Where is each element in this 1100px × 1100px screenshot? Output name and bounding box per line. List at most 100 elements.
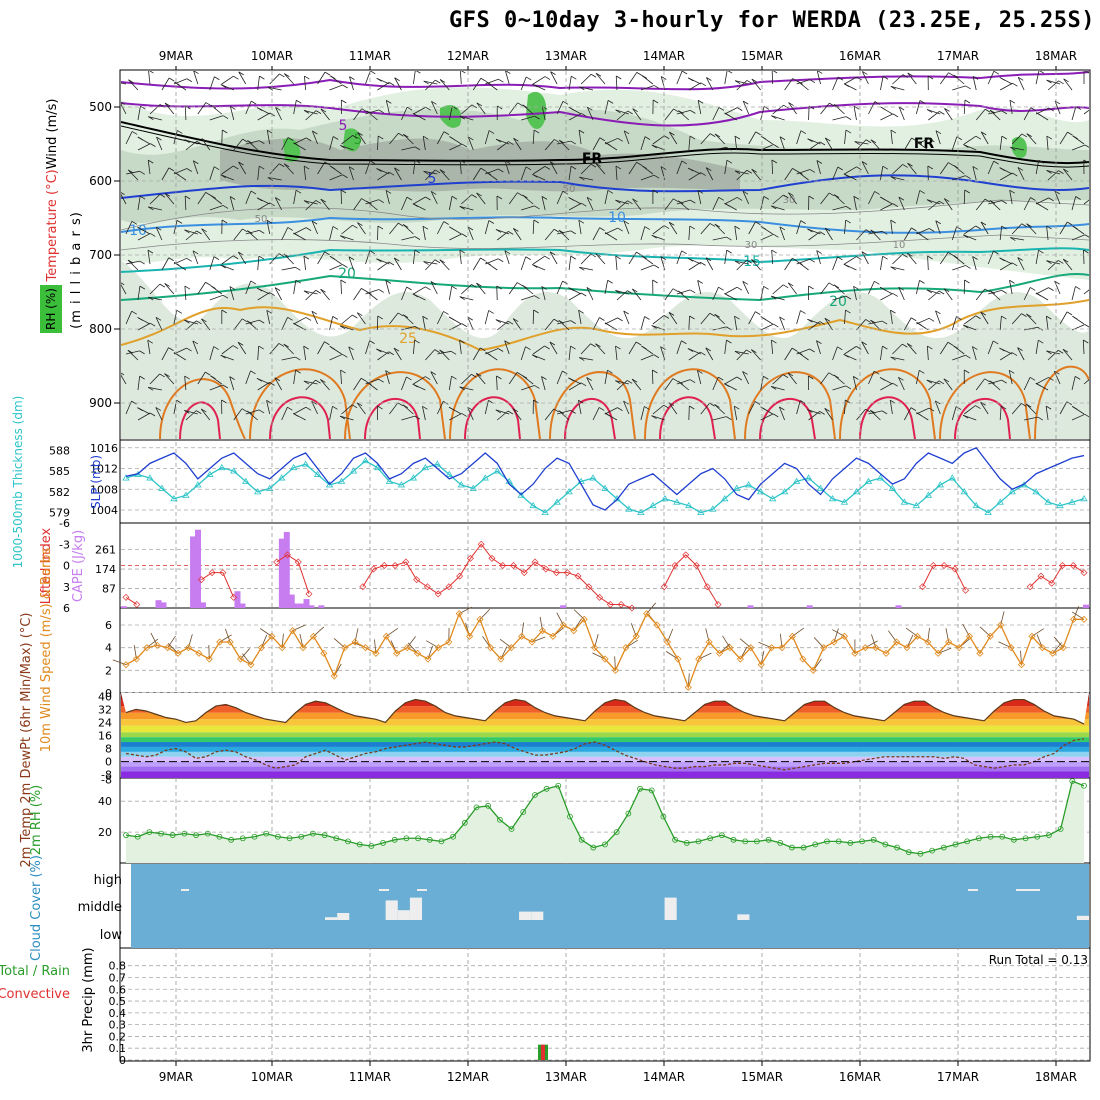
wind-barb	[1054, 100, 1061, 115]
wind-barb	[317, 251, 325, 265]
cape-bar	[239, 603, 246, 608]
wind-barb	[712, 197, 720, 211]
wind-barb	[1082, 339, 1085, 355]
wind-barb-flag	[184, 410, 190, 414]
wind-barb-flag	[295, 369, 301, 374]
lifted-point	[230, 593, 238, 601]
wind-barb	[504, 160, 510, 175]
thickness-series-point	[1008, 488, 1016, 495]
wind-barb-flag	[498, 168, 504, 173]
wind-barb	[760, 233, 774, 241]
wind-barb-flag	[734, 170, 741, 175]
wind-barb	[623, 310, 630, 325]
wind-barb-flag	[431, 100, 437, 105]
wind-barb-flag	[533, 309, 539, 314]
wind-barb	[201, 228, 211, 241]
rh-fill	[126, 781, 1084, 863]
wind-barb	[880, 346, 883, 361]
wind-barb-flag	[754, 401, 761, 405]
wind-barb	[121, 82, 127, 85]
wind-barb-flag	[562, 190, 569, 195]
lifted-point	[1048, 579, 1056, 587]
wind-barb-flag	[635, 341, 642, 346]
wind-barb-flag	[304, 75, 310, 80]
rh-series-point	[485, 802, 492, 809]
wind-barb-flag	[414, 415, 421, 420]
temp-band	[121, 761, 1089, 767]
wind-barb	[604, 227, 618, 235]
wind-barb-flag	[495, 409, 502, 414]
wind-barb-flag	[259, 230, 265, 234]
contour-purple-top	[121, 71, 1089, 91]
wind-barb-flag	[200, 408, 207, 413]
wind-barb-flag	[953, 74, 959, 79]
lifted-tick: 0	[63, 560, 70, 573]
wind-barb	[861, 161, 869, 175]
wind-barb	[137, 233, 151, 241]
thickness-series-point	[936, 481, 945, 488]
wind-speed-series-point	[476, 615, 484, 623]
wind-barb-flag	[340, 279, 347, 284]
wind-barb	[439, 349, 450, 361]
wind-barb	[592, 137, 601, 151]
wind-barb-flag	[632, 198, 638, 203]
wind-speed-series-point	[236, 655, 245, 663]
wind-barb-flag	[935, 220, 941, 225]
wind-barb-flag	[807, 409, 813, 413]
wind-barb	[906, 343, 917, 355]
wind-barb-flag	[861, 161, 868, 165]
wind-barb	[161, 257, 170, 271]
wind-barb	[700, 223, 711, 235]
wind-barb-flag	[192, 340, 199, 345]
wind-barb-flag	[517, 282, 523, 286]
wind-barb-flag	[870, 319, 876, 324]
wind-barb	[578, 310, 582, 325]
wind-barb-flag	[525, 256, 531, 261]
rh-series-point	[496, 816, 503, 823]
wind-barb-flag	[797, 351, 803, 356]
wind-barb-flag	[975, 135, 982, 140]
wind-barb-flag	[341, 99, 347, 104]
wind-barb	[449, 233, 463, 241]
wind-barb	[1011, 223, 1022, 235]
lifted-point	[380, 562, 388, 569]
wind-barb-flag	[964, 99, 971, 104]
rh-series-point	[158, 830, 164, 837]
wind-barb-flag	[828, 282, 835, 287]
wind-barb-flag	[963, 144, 969, 148]
wind-barb	[504, 250, 510, 265]
cross-section-y-tick: 800	[89, 322, 112, 336]
wind-barb	[413, 286, 426, 295]
lifted-series	[663, 554, 719, 605]
wind-barb	[385, 280, 390, 295]
wind-barb	[173, 220, 178, 235]
wind-barb	[734, 316, 738, 331]
wind-barb-flag	[513, 137, 519, 142]
wind-barb-flag	[865, 229, 872, 233]
wind-barb	[1083, 199, 1089, 205]
precip-tick: 0.1	[109, 1042, 127, 1055]
wind-barb-flag	[797, 261, 803, 265]
wind-barb	[125, 350, 140, 355]
wind-barb-flag	[989, 380, 995, 385]
wind-barb-flag	[544, 76, 551, 80]
wind-barb-flag	[870, 409, 876, 414]
wind-barb	[705, 167, 714, 181]
wind-barb	[247, 230, 258, 241]
wind-barb	[824, 318, 833, 331]
wind-barb-flag	[267, 129, 273, 134]
wind-barb-flag	[168, 77, 175, 82]
wind-barb-flag	[689, 379, 696, 384]
wind-barb	[329, 136, 334, 151]
wind-barb	[221, 255, 234, 265]
wind-barb-flag	[461, 233, 468, 238]
wind-barb-flag	[807, 228, 813, 233]
wind-barb-flag	[467, 406, 473, 411]
wind-barb	[283, 163, 294, 175]
wind-barb	[376, 348, 390, 355]
wind-barb-flag	[150, 322, 156, 327]
cape-bar	[895, 605, 902, 608]
thickness-series-point	[313, 470, 322, 477]
wind-barb	[1071, 413, 1085, 421]
wind-barb	[229, 376, 235, 391]
